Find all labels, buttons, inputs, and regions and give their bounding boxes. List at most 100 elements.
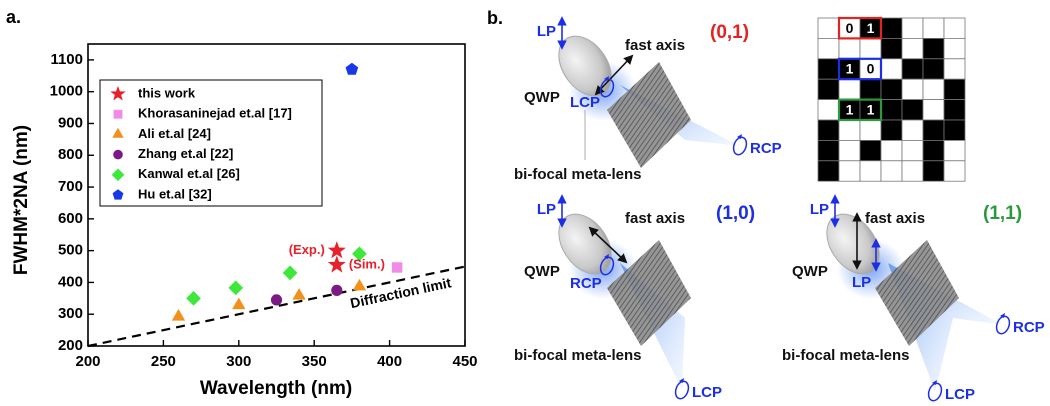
grid-cell (944, 59, 965, 79)
grid-cell (923, 59, 944, 79)
input-label: LP (537, 201, 556, 218)
marker (232, 298, 245, 310)
grid-cell (881, 18, 902, 38)
grid-cell (923, 79, 944, 99)
fast-axis-label: fast axis (865, 210, 925, 227)
grid-cell (818, 59, 839, 79)
grid-cell (944, 79, 965, 99)
meta-lens-label: bi-focal meta-lens (514, 347, 642, 364)
grid-cell (923, 120, 944, 140)
grid-label: 1 (867, 102, 875, 118)
marker (346, 63, 359, 75)
x-tick-label: 200 (75, 353, 100, 370)
state-label: (1,1) (983, 203, 1022, 224)
meta-lens-label: bi-focal meta-lens (514, 166, 642, 183)
state-label: (0,1) (710, 22, 749, 43)
focus-label: RCP (1013, 319, 1045, 336)
grid-cell (860, 161, 881, 181)
fast-axis-label: fast axis (625, 37, 685, 54)
grid-cell (923, 161, 944, 181)
grid-cell (944, 161, 965, 181)
grid-cell (818, 18, 839, 38)
grid-cell (818, 38, 839, 58)
y-tick-label: 500 (58, 242, 83, 259)
grid-cell (944, 18, 965, 38)
annotation: (Sim.) (349, 256, 385, 271)
grid-cell (923, 140, 944, 160)
grid-cell (860, 38, 881, 58)
marker (353, 279, 366, 291)
y-tick-label: 200 (58, 337, 83, 354)
grid-cell (860, 79, 881, 99)
legend-label: this work (138, 85, 196, 100)
marker (328, 255, 346, 272)
x-tick-label: 350 (302, 353, 327, 370)
marker (331, 285, 342, 296)
grid-cell (818, 161, 839, 181)
grid-cell (818, 100, 839, 120)
grid-cell (902, 79, 923, 99)
meta-lens-label: bi-focal meta-lens (782, 347, 910, 364)
y-tick-label: 900 (58, 114, 83, 131)
grid-cell (839, 38, 860, 58)
marker (186, 291, 201, 306)
legend-marker (114, 110, 123, 119)
grid-label: 1 (846, 61, 854, 77)
input-label: LP (537, 23, 556, 40)
x-tick-label: 450 (452, 353, 477, 370)
grid-cell (944, 120, 965, 140)
grid-cell (881, 79, 902, 99)
panel-label: b. (487, 8, 503, 28)
legend-label: Ali et.al [24] (138, 126, 211, 141)
grid-cell (839, 140, 860, 160)
marker (228, 280, 243, 295)
grid-cell (881, 120, 902, 140)
grid-cell (902, 100, 923, 120)
output-label: LP (852, 274, 871, 291)
grid-cell (881, 161, 902, 181)
legend-marker (113, 150, 123, 160)
grid-cell (923, 38, 944, 58)
grid-cell (902, 18, 923, 38)
focus-label: LCP (692, 384, 722, 401)
grid-cell (818, 140, 839, 160)
qwp-label: QWP (792, 263, 828, 280)
y-axis-title: FWHM*2NA (nm) (11, 125, 32, 275)
grid-cell (860, 120, 881, 140)
output-label: RCP (570, 275, 602, 292)
y-tick-label: 1000 (50, 83, 83, 100)
y-tick-label: 800 (58, 146, 83, 163)
grid-cell (902, 120, 923, 140)
input-label: LP (810, 201, 829, 218)
marker (392, 262, 402, 272)
focus-label: RCP (750, 140, 782, 157)
grid-label: 1 (846, 102, 854, 118)
grid-cell (881, 100, 902, 120)
x-tick-label: 300 (226, 353, 251, 370)
x-tick-label: 400 (377, 353, 402, 370)
legend-label: Zhang et.al [22] (138, 146, 233, 161)
grid-cell (944, 100, 965, 120)
grid-cell (923, 18, 944, 38)
marker (172, 309, 185, 321)
y-tick-label: 700 (58, 178, 83, 195)
grid-cell (902, 59, 923, 79)
annotation: (Exp.) (289, 242, 325, 257)
marker (271, 294, 282, 305)
x-axis-title: Wavelength (nm) (200, 378, 352, 399)
grid-label: 1 (867, 20, 875, 36)
grid-cell (839, 120, 860, 140)
grid-cell (923, 100, 944, 120)
grid-cell (818, 79, 839, 99)
grid-cell (902, 38, 923, 58)
grid-cell (881, 59, 902, 79)
x-tick-label: 250 (151, 353, 176, 370)
grid-cell (902, 140, 923, 160)
grid-cell (944, 38, 965, 58)
grid-cell (839, 161, 860, 181)
qwp-label: QWP (524, 263, 560, 280)
output-label: LCP (570, 94, 600, 111)
qwp-label: QWP (524, 89, 560, 106)
